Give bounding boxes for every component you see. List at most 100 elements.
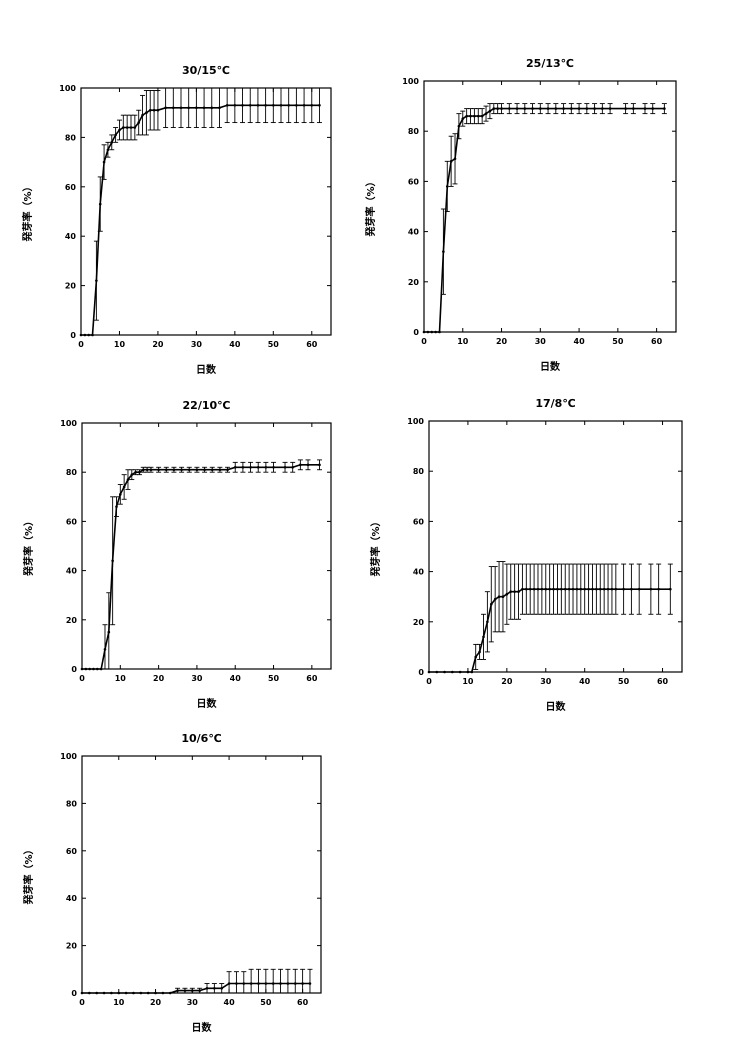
series-line xyxy=(81,104,320,336)
x-tick-label: 40 xyxy=(224,998,236,1007)
data-point xyxy=(295,103,298,107)
x-tick-label: 60 xyxy=(306,340,318,349)
y-tick-label: 20 xyxy=(66,942,78,951)
data-point xyxy=(134,470,137,474)
data-point xyxy=(606,587,610,591)
data-point xyxy=(80,991,84,995)
data-point xyxy=(107,630,111,634)
data-point xyxy=(96,667,99,671)
data-point xyxy=(482,635,485,639)
data-point xyxy=(218,468,222,472)
series-line xyxy=(424,107,665,333)
data-point xyxy=(145,468,149,472)
data-point xyxy=(241,465,245,469)
data-point xyxy=(264,103,267,107)
data-point xyxy=(117,991,121,995)
data-point xyxy=(493,597,497,601)
data-point xyxy=(517,590,520,593)
y-tick-label: 40 xyxy=(408,228,420,237)
data-point xyxy=(271,982,275,985)
data-point xyxy=(575,587,579,591)
data-point xyxy=(102,991,106,995)
data-point xyxy=(133,126,137,129)
data-point xyxy=(149,468,153,472)
data-point xyxy=(195,106,198,110)
data-point xyxy=(560,587,563,591)
y-tick-label: 0 xyxy=(418,668,424,677)
data-point xyxy=(544,587,548,591)
data-point xyxy=(488,109,492,113)
y-tick-label: 100 xyxy=(402,77,419,86)
data-point xyxy=(180,468,183,472)
data-point xyxy=(602,587,606,591)
x-tick-label: 30 xyxy=(191,340,203,349)
x-tick-label: 50 xyxy=(618,677,630,686)
data-point xyxy=(308,982,312,985)
data-point xyxy=(449,160,453,163)
data-point xyxy=(500,107,503,110)
chart-panel: 22/10℃ 0 20 40 60 80 100 0 10 20 30 40 50 60 日数 発芽率（%） xyxy=(22,399,332,710)
data-point xyxy=(552,587,555,591)
data-point xyxy=(249,982,253,985)
plot-frame xyxy=(80,87,332,336)
data-point xyxy=(536,587,540,591)
data-point xyxy=(473,114,476,118)
y-tick-label: 0 xyxy=(71,989,77,998)
data-point xyxy=(257,982,260,985)
data-point xyxy=(585,107,589,110)
data-point xyxy=(235,982,238,985)
y-tick-label: 80 xyxy=(413,467,425,476)
x-tick-label: 0 xyxy=(79,674,85,683)
data-point xyxy=(601,107,604,110)
data-point xyxy=(88,991,91,995)
y-tick-label: 0 xyxy=(71,665,77,674)
data-point xyxy=(570,107,573,110)
x-tick-label: 30 xyxy=(187,998,199,1007)
x-tick-label: 0 xyxy=(421,337,427,346)
data-point xyxy=(137,121,140,124)
data-point xyxy=(637,587,641,591)
y-tick-label: 100 xyxy=(407,417,424,426)
data-point xyxy=(422,330,426,334)
x-tick-label: 40 xyxy=(579,677,591,686)
data-point xyxy=(126,478,130,481)
y-tick-label: 40 xyxy=(65,232,77,241)
data-point xyxy=(548,587,551,591)
data-point xyxy=(306,463,310,467)
chart-title: 10/6℃ xyxy=(181,732,221,745)
data-point xyxy=(426,330,430,334)
data-point xyxy=(141,113,144,117)
x-tick-label: 20 xyxy=(501,677,513,686)
y-tick-label: 80 xyxy=(66,799,78,808)
data-point xyxy=(624,107,627,110)
data-point xyxy=(466,670,470,674)
y-tick-label: 40 xyxy=(66,894,78,903)
data-point xyxy=(130,473,134,476)
data-point xyxy=(532,587,536,591)
data-point xyxy=(110,141,114,144)
data-point xyxy=(563,587,567,591)
data-point xyxy=(291,465,294,469)
data-point xyxy=(302,103,306,107)
data-point xyxy=(301,982,304,985)
data-point xyxy=(87,333,90,337)
data-point xyxy=(187,106,190,110)
data-point xyxy=(507,107,511,110)
data-point xyxy=(567,587,571,591)
data-point xyxy=(164,106,167,110)
data-point xyxy=(451,670,454,674)
data-point xyxy=(430,330,434,334)
data-point xyxy=(210,468,214,472)
data-point xyxy=(84,667,88,671)
x-tick-label: 50 xyxy=(268,340,280,349)
y-tick-label: 100 xyxy=(59,84,76,93)
data-point xyxy=(465,114,468,118)
data-point xyxy=(513,590,516,593)
data-point xyxy=(630,587,633,591)
data-point xyxy=(203,468,206,472)
data-point xyxy=(505,592,509,596)
data-point xyxy=(141,468,145,472)
x-tick-label: 30 xyxy=(540,677,552,686)
data-point xyxy=(272,103,275,107)
chart-title: 22/10℃ xyxy=(183,399,231,412)
